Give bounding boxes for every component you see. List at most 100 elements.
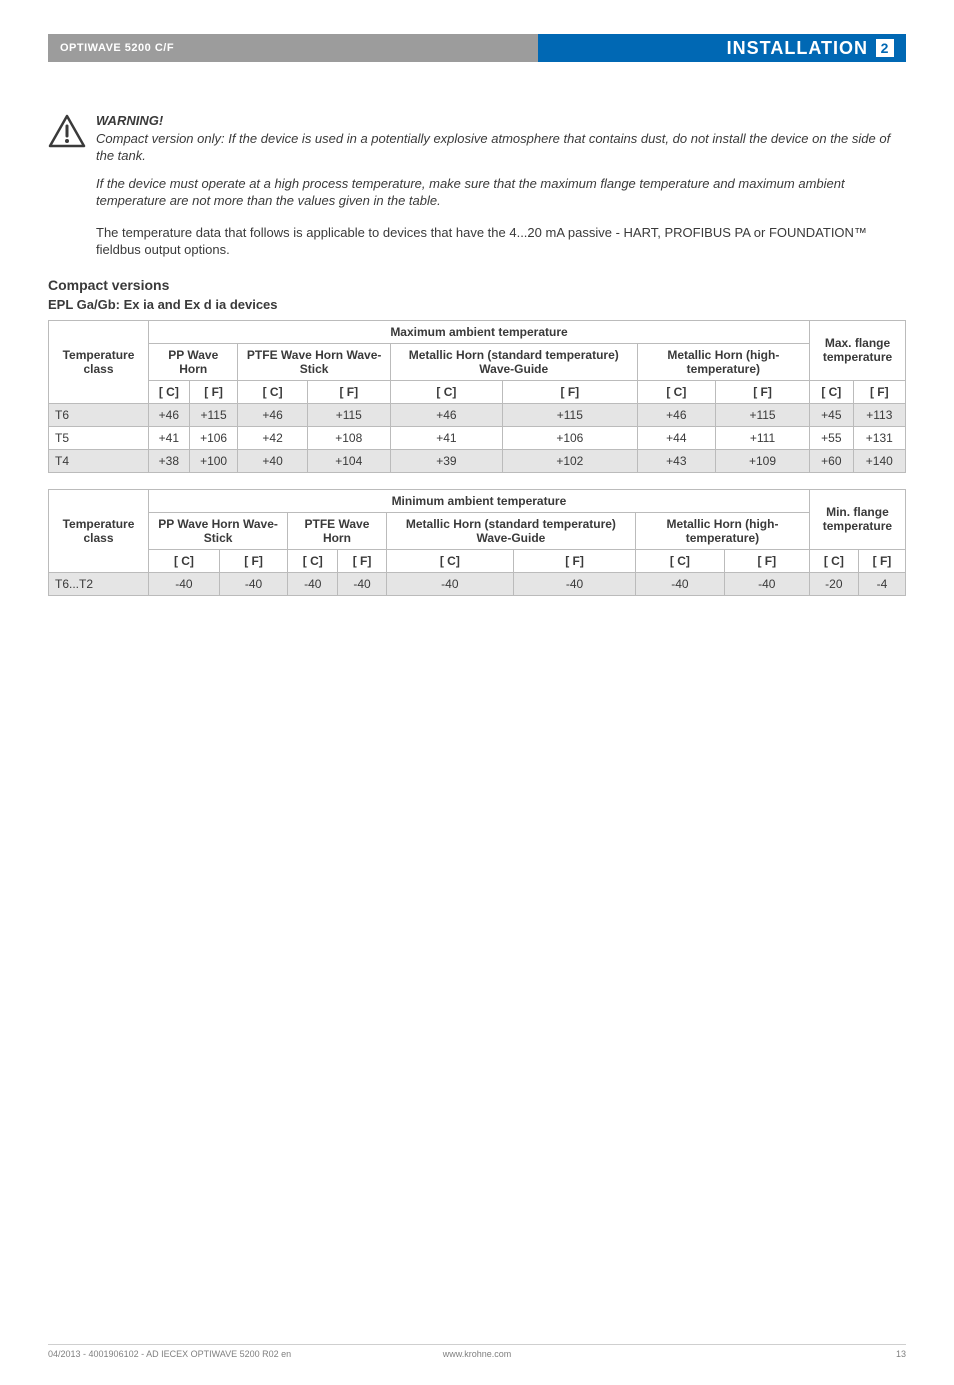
col-ptfe-horn: PTFE Wave Horn Wave-Stick <box>238 343 390 380</box>
table-row: T4 +38 +100 +40 +104 +39 +102 +43 +109 +… <box>49 449 906 472</box>
unit-f: [ F] <box>513 549 635 572</box>
table-subheader-row: PP Wave Horn PTFE Wave Horn Wave-Stick M… <box>49 343 906 380</box>
col-min-ambient: Minimum ambient temperature <box>149 489 810 512</box>
warning-title: WARNING! <box>96 113 163 128</box>
col-pp-horn: PP Wave Horn Wave-Stick <box>149 512 288 549</box>
col-max-ambient: Maximum ambient temperature <box>149 320 810 343</box>
cell: -40 <box>149 572 220 595</box>
cell-class: T5 <box>49 426 149 449</box>
cell: -40 <box>288 572 338 595</box>
col-metallic-high: Metallic Horn (high-temperature) <box>636 512 810 549</box>
header-title-left: OPTIWAVE 5200 C/F <box>48 34 538 62</box>
col-max-flange: Max. flange temperature <box>810 320 906 380</box>
col-temp-class: Temperature class <box>49 320 149 403</box>
table-header-row: Temperature class Minimum ambient temper… <box>49 489 906 512</box>
table-unit-row: [ C] [ F] [ C] [ F] [ C] [ F] [ C] [ F] … <box>49 380 906 403</box>
unit-c: [ C] <box>149 549 220 572</box>
unit-c: [ C] <box>386 549 513 572</box>
table-row: T6...T2 -40 -40 -40 -40 -40 -40 -40 -40 … <box>49 572 906 595</box>
cell: +115 <box>189 403 238 426</box>
cell: +40 <box>238 449 307 472</box>
warning-icon <box>48 114 86 148</box>
col-ptfe-horn: PTFE Wave Horn <box>288 512 387 549</box>
col-pp-horn: PP Wave Horn <box>149 343 238 380</box>
col-metallic-std: Metallic Horn (standard temperature) Wav… <box>386 512 635 549</box>
cell: +131 <box>853 426 905 449</box>
unit-f: [ F] <box>858 549 905 572</box>
cell: -40 <box>219 572 287 595</box>
warning-body: Compact version only: If the device is u… <box>96 131 890 164</box>
cell: -40 <box>338 572 386 595</box>
cell: +46 <box>637 403 715 426</box>
cell: +115 <box>716 403 810 426</box>
col-min-flange: Min. flange temperature <box>809 489 905 549</box>
unit-c: [ C] <box>809 549 858 572</box>
cell: +109 <box>716 449 810 472</box>
unit-f: [ F] <box>853 380 905 403</box>
cell: +41 <box>149 426 190 449</box>
cell: +108 <box>307 426 390 449</box>
unit-c: [ C] <box>637 380 715 403</box>
header-section-number: 2 <box>876 39 894 57</box>
col-temp-class: Temperature class <box>49 489 149 572</box>
cell: +46 <box>149 403 190 426</box>
header-section-label: INSTALLATION <box>727 34 868 62</box>
cell: -40 <box>724 572 809 595</box>
cell: +46 <box>390 403 502 426</box>
unit-f: [ F] <box>724 549 809 572</box>
unit-c: [ C] <box>149 380 190 403</box>
unit-f: [ F] <box>503 380 638 403</box>
table-max-ambient: Temperature class Maximum ambient temper… <box>48 320 906 473</box>
cell: +45 <box>810 403 854 426</box>
unit-c: [ C] <box>636 549 725 572</box>
unit-f: [ F] <box>189 380 238 403</box>
header-title-right: INSTALLATION 2 <box>538 34 906 62</box>
cell: +100 <box>189 449 238 472</box>
unit-f: [ F] <box>338 549 386 572</box>
cell: +44 <box>637 426 715 449</box>
cell: -20 <box>809 572 858 595</box>
page-content: WARNING! Compact version only: If the de… <box>0 62 954 596</box>
cell: +104 <box>307 449 390 472</box>
cell: +113 <box>853 403 905 426</box>
unit-c: [ C] <box>390 380 502 403</box>
heading-compact-versions: Compact versions <box>48 277 906 293</box>
col-metallic-std: Metallic Horn (standard temperature) Wav… <box>390 343 637 380</box>
cell: +43 <box>637 449 715 472</box>
cell: +39 <box>390 449 502 472</box>
cell: +115 <box>307 403 390 426</box>
cell: -40 <box>513 572 635 595</box>
unit-c: [ C] <box>810 380 854 403</box>
warning-text: WARNING! Compact version only: If the de… <box>96 112 906 165</box>
table-header-row: Temperature class Maximum ambient temper… <box>49 320 906 343</box>
table-min-ambient: Temperature class Minimum ambient temper… <box>48 489 906 596</box>
cell: +102 <box>503 449 638 472</box>
paragraph-flange-note: If the device must operate at a high pro… <box>96 175 906 210</box>
page-footer: 04/2013 - 4001906102 - AD IECEX OPTIWAVE… <box>48 1344 906 1359</box>
cell: +115 <box>503 403 638 426</box>
table-row: T6 +46 +115 +46 +115 +46 +115 +46 +115 +… <box>49 403 906 426</box>
cell: +38 <box>149 449 190 472</box>
table-unit-row: [ C] [ F] [ C] [ F] [ C] [ F] [ C] [ F] … <box>49 549 906 572</box>
unit-c: [ C] <box>238 380 307 403</box>
cell: +106 <box>189 426 238 449</box>
cell: +106 <box>503 426 638 449</box>
warning-block: WARNING! Compact version only: If the de… <box>48 112 906 165</box>
heading-epl: EPL Ga/Gb: Ex ia and Ex d ia devices <box>48 297 906 312</box>
cell: +46 <box>238 403 307 426</box>
cell-class: T6...T2 <box>49 572 149 595</box>
paragraph-output-note: The temperature data that follows is app… <box>96 224 906 259</box>
unit-f: [ F] <box>716 380 810 403</box>
page-header: OPTIWAVE 5200 C/F INSTALLATION 2 <box>48 34 906 62</box>
unit-f: [ F] <box>307 380 390 403</box>
table-row: T5 +41 +106 +42 +108 +41 +106 +44 +111 +… <box>49 426 906 449</box>
cell: +41 <box>390 426 502 449</box>
cell-class: T6 <box>49 403 149 426</box>
unit-f: [ F] <box>219 549 287 572</box>
cell-class: T4 <box>49 449 149 472</box>
cell: +42 <box>238 426 307 449</box>
cell: -4 <box>858 572 905 595</box>
cell: +111 <box>716 426 810 449</box>
table-subheader-row: PP Wave Horn Wave-Stick PTFE Wave Horn M… <box>49 512 906 549</box>
col-metallic-high: Metallic Horn (high-temperature) <box>637 343 809 380</box>
